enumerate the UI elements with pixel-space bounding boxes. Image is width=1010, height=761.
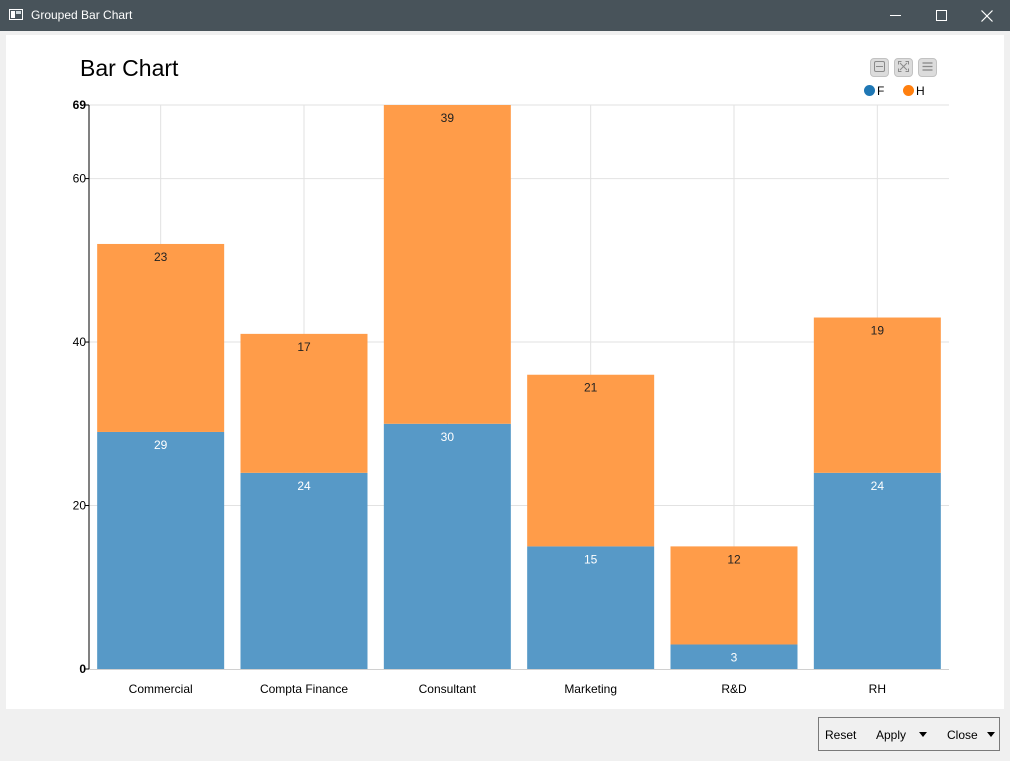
data-label: 29 — [154, 438, 168, 452]
bar-f — [670, 644, 798, 669]
y-tick-label: 0 — [79, 662, 86, 676]
collapse-icon — [874, 59, 885, 77]
minimize-icon — [889, 10, 901, 21]
data-label: 12 — [727, 552, 741, 566]
maximize-icon — [935, 10, 947, 21]
menu-button[interactable] — [918, 58, 937, 77]
close-window-button[interactable] — [964, 0, 1010, 31]
fullscreen-icon — [898, 59, 909, 77]
title-bar: Grouped Bar Chart — [0, 0, 1010, 31]
minimize-button[interactable] — [872, 0, 918, 31]
window-title: Grouped Bar Chart — [31, 8, 133, 22]
x-tick-label: RH — [869, 682, 886, 696]
dialog-button-group: Reset Apply Close — [818, 717, 1000, 751]
bar-f — [97, 431, 225, 669]
bar-f — [383, 423, 511, 669]
app-window-icon — [9, 9, 23, 20]
reset-button[interactable]: Reset — [825, 728, 857, 742]
fullscreen-button[interactable] — [894, 58, 913, 77]
data-label: 39 — [441, 111, 455, 125]
close-button[interactable]: Close — [947, 728, 978, 742]
legend-label-f: F — [877, 84, 885, 98]
chart-title: Bar Chart — [80, 55, 179, 81]
data-label: 21 — [584, 381, 598, 395]
x-tick-label: Compta Finance — [260, 682, 348, 696]
chart-panel: 29 23 24 17 30 39 15 21 3 12 24 19 0 20 40 60 69 Commerci… — [6, 35, 1004, 709]
data-label: 3 — [731, 650, 738, 664]
data-label: 24 — [871, 479, 885, 493]
y-tick-label: 69 — [73, 98, 87, 112]
data-label: 19 — [871, 324, 885, 338]
data-label: 17 — [297, 340, 311, 354]
y-tick-label: 20 — [73, 499, 87, 513]
bar-h — [383, 105, 511, 424]
bar-h — [813, 317, 941, 473]
bar-h — [670, 546, 798, 645]
legend-label-h: H — [916, 84, 925, 98]
x-tick-label: Marketing — [564, 682, 617, 696]
collapse-button[interactable] — [870, 58, 889, 77]
menu-icon — [922, 59, 933, 77]
bar-chart: 29 23 24 17 30 39 15 21 3 12 24 19 0 20 40 60 69 Commerci… — [73, 98, 949, 696]
bar-h — [527, 374, 655, 547]
apply-dropdown-icon[interactable] — [919, 732, 927, 737]
maximize-button[interactable] — [918, 0, 964, 31]
legend-swatch-h — [903, 85, 914, 96]
bar-h — [97, 243, 225, 432]
data-label: 15 — [584, 552, 598, 566]
close-dropdown-icon[interactable] — [987, 732, 995, 737]
x-tick-label: Commercial — [129, 682, 193, 696]
data-label: 30 — [441, 430, 455, 444]
close-icon — [981, 9, 993, 22]
y-tick-label: 60 — [73, 172, 87, 186]
bar-f — [813, 472, 941, 669]
legend-swatch-f — [864, 85, 875, 96]
apply-button[interactable]: Apply — [876, 728, 907, 742]
x-tick-label: R&D — [721, 682, 747, 696]
y-tick-label: 40 — [73, 335, 87, 349]
bar-h — [240, 333, 368, 473]
x-tick-label: Consultant — [419, 682, 477, 696]
bar-f — [240, 472, 368, 669]
bar-f — [527, 546, 655, 669]
data-label: 24 — [297, 479, 311, 493]
data-label: 23 — [154, 250, 168, 264]
